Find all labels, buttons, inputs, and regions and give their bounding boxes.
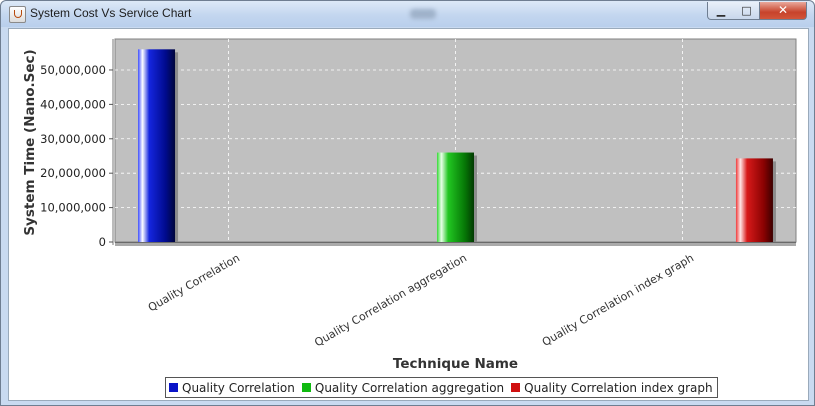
chart-panel: 0 10,000,000 20,000,000 30,000,000 40,000,00…: [8, 28, 809, 401]
bar-quality-correlation-index-graph: [735, 158, 773, 242]
minimize-icon: ▁: [716, 4, 726, 17]
axes: [112, 39, 796, 246]
close-button[interactable]: ✕: [760, 2, 807, 20]
title-bar[interactable]: System Cost Vs Service Chart ▁ □ ✕: [1, 1, 814, 27]
y-tick-label: 20,000,000: [40, 166, 106, 180]
y-axis-title: System Time (Nano.Sec): [22, 49, 38, 235]
x-category-label: Quality Correlation index graph: [540, 251, 696, 349]
y-tick-labels: 0 10,000,000 20,000,000 30,000,000 40,000,00…: [40, 63, 113, 249]
x-category-label: Quality Correlation: [146, 251, 242, 314]
y-tick-label: 50,000,000: [40, 63, 106, 77]
bar-chart: 0 10,000,000 20,000,000 30,000,000 40,000,00…: [22, 38, 797, 372]
java-cup-icon: [9, 6, 26, 23]
window-title: System Cost Vs Service Chart: [30, 6, 192, 20]
bars: [138, 49, 776, 242]
x-category-labels: Quality Correlation Quality Correlation a…: [146, 251, 696, 349]
legend-item: Quality Correlation: [169, 381, 295, 395]
legend-label: Quality Correlation aggregation: [314, 380, 505, 395]
bar-quality-correlation: [138, 49, 176, 242]
maximize-icon: □: [741, 4, 752, 17]
close-icon: ✕: [777, 3, 789, 17]
bar-quality-correlation-aggregation: [437, 152, 474, 242]
x-category-label: Quality Correlation aggregation: [312, 251, 469, 349]
legend-label: Quality Correlation index graph: [524, 380, 713, 395]
legend-swatch: [301, 383, 311, 392]
legend-item: Quality Correlation index graph: [511, 380, 713, 395]
minimize-button[interactable]: ▁: [707, 2, 735, 20]
legend-swatch: [169, 383, 178, 392]
maximize-button[interactable]: □: [734, 2, 760, 20]
y-tick-label: 30,000,000: [40, 132, 106, 146]
blurred-text: [410, 9, 436, 19]
legend-item: Quality Correlation aggregation: [301, 380, 505, 395]
y-tick-label: 0: [99, 235, 106, 249]
legend-swatch: [511, 383, 521, 392]
x-axis-title: Technique Name: [393, 356, 518, 372]
legend-label: Quality Correlation: [182, 380, 295, 395]
y-tick-label: 10,000,000: [40, 201, 106, 215]
y-tick-label: 40,000,000: [40, 97, 106, 111]
chart-legend: Quality Correlation Quality Correlation a…: [165, 377, 718, 398]
